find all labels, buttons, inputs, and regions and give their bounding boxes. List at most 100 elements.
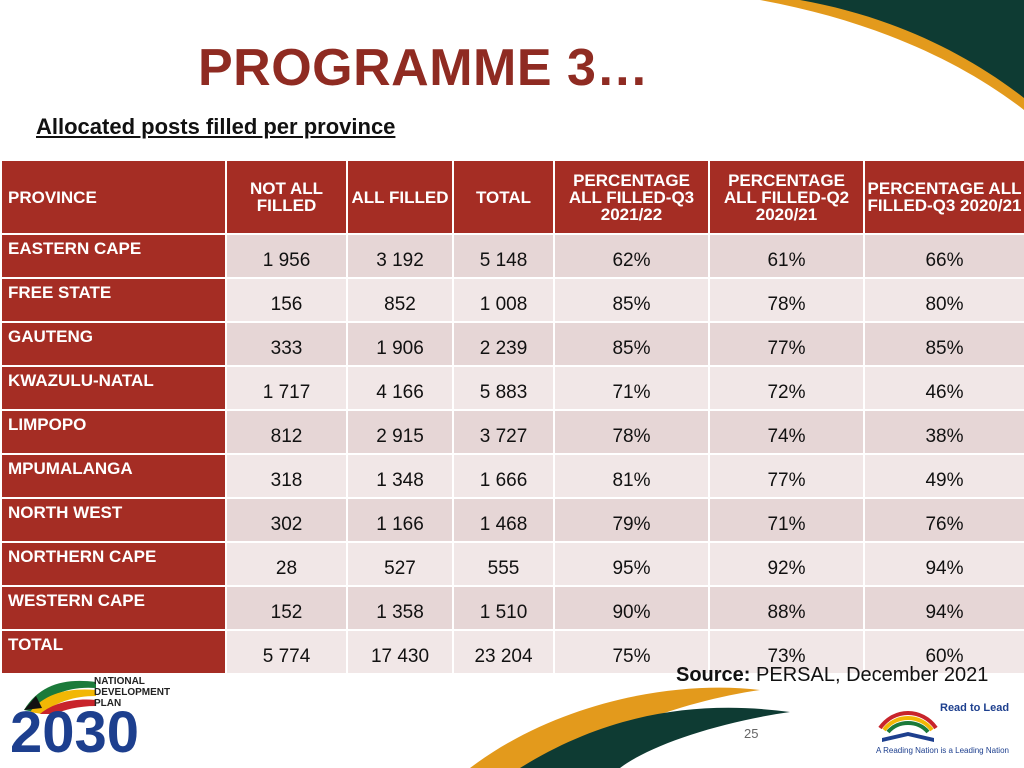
all-filled-cell: 1 166 (346, 497, 454, 543)
province-cell: EASTERN CAPE (0, 233, 227, 279)
not-all-filled-cell: 1 717 (225, 365, 348, 411)
all-filled-cell: 1 358 (346, 585, 454, 631)
total-cell: 23 204 (452, 629, 555, 675)
pct-q3-2021-22-cell: 90% (553, 585, 710, 631)
pct-q2-2020-21-cell: 78% (708, 277, 865, 323)
pct-q2-2020-21-cell: 73% (708, 629, 865, 675)
pct-q3-2020-21-cell: 49% (863, 453, 1024, 499)
pct-q3-2020-21-cell: 94% (863, 541, 1024, 587)
province-cell: FREE STATE (0, 277, 227, 323)
all-filled-cell: 3 192 (346, 233, 454, 279)
source-note: Source: PERSAL, December 2021 (676, 664, 988, 687)
pct-q2-2020-21-cell: 77% (708, 321, 865, 367)
pct-q3-2020-21-cell: 94% (863, 585, 1024, 631)
all-filled-cell: 1 906 (346, 321, 454, 367)
total-cell: 5 148 (452, 233, 555, 279)
pct-q3-2021-22-cell: 81% (553, 453, 710, 499)
pct-q3-2020-21-cell: 80% (863, 277, 1024, 323)
total-cell: 1 510 (452, 585, 555, 631)
pct-q3-2020-21-cell: 60% (863, 629, 1024, 675)
pct-q3-2020-21-cell: 46% (863, 365, 1024, 411)
total-cell: 5 883 (452, 365, 555, 411)
pct-q3-2021-22-cell: 85% (553, 277, 710, 323)
pct-q3-2020-21-cell: 38% (863, 409, 1024, 455)
province-cell: LIMPOPO (0, 409, 227, 455)
flag-swoosh-icon (24, 680, 96, 714)
slide-subtitle: Allocated posts filled per province (36, 114, 396, 139)
province-cell: TOTAL (0, 629, 227, 675)
province-cell: GAUTENG (0, 321, 227, 367)
header-pct-q3-2020-21: PERCENTAGE ALL FILLED-Q3 2020/21 (863, 159, 1024, 235)
pct-q3-2021-22-cell: 75% (553, 629, 710, 675)
all-filled-cell: 2 915 (346, 409, 454, 455)
header-province: PROVINCE (0, 159, 227, 235)
table-header-row: PROVINCE NOT ALL FILLED ALL FILLED TOTAL… (0, 159, 1024, 235)
pct-q2-2020-21-cell: 72% (708, 365, 865, 411)
not-all-filled-cell: 318 (225, 453, 348, 499)
header-pct-q3-2021-22: PERCENTAGE ALL FILLED-Q3 2021/22 (553, 159, 710, 235)
read-to-lead-logo: Read to Lead A Reading Nation is a Leadi… (874, 696, 1014, 760)
not-all-filled-cell: 152 (225, 585, 348, 631)
pct-q3-2020-21-cell: 66% (863, 233, 1024, 279)
not-all-filled-cell: 333 (225, 321, 348, 367)
not-all-filled-cell: 156 (225, 277, 348, 323)
pct-q3-2021-22-cell: 78% (553, 409, 710, 455)
header-pct-q2-2020-21: PERCENTAGE ALL FILLED-Q2 2020/21 (708, 159, 865, 235)
pct-q3-2021-22-cell: 85% (553, 321, 710, 367)
table-total-row: TOTAL 5 774 17 430 23 204 75% 73% 60% (0, 629, 1024, 675)
total-cell: 2 239 (452, 321, 555, 367)
table-row: GAUTENG 333 1 906 2 239 85% 77% 85% (0, 321, 1024, 367)
province-cell: NORTH WEST (0, 497, 227, 543)
pct-q2-2020-21-cell: 77% (708, 453, 865, 499)
page-number: 25 (744, 726, 759, 741)
total-cell: 555 (452, 541, 555, 587)
table-row: NORTHERN CAPE 28 527 555 95% 92% 94% (0, 541, 1024, 587)
total-cell: 3 727 (452, 409, 555, 455)
pct-q2-2020-21-cell: 61% (708, 233, 865, 279)
ndp-logo-year: 2030 (10, 700, 140, 765)
province-cell: WESTERN CAPE (0, 585, 227, 631)
read-to-lead-tagline: A Reading Nation is a Leading Nation (876, 746, 1009, 755)
not-all-filled-cell: 812 (225, 409, 348, 455)
province-cell: NORTHERN CAPE (0, 541, 227, 587)
ndp-logo-text: NATIONAL DEVELOPMENT PLAN (94, 676, 171, 709)
not-all-filled-cell: 5 774 (225, 629, 348, 675)
pct-q3-2021-22-cell: 62% (553, 233, 710, 279)
not-all-filled-cell: 28 (225, 541, 348, 587)
all-filled-cell: 1 348 (346, 453, 454, 499)
province-cell: MPUMALANGA (0, 453, 227, 499)
header-not-all-filled: NOT ALL FILLED (225, 159, 348, 235)
table-row: NORTH WEST 302 1 166 1 468 79% 71% 76% (0, 497, 1024, 543)
pct-q2-2020-21-cell: 92% (708, 541, 865, 587)
total-cell: 1 468 (452, 497, 555, 543)
posts-filled-table: PROVINCE NOT ALL FILLED ALL FILLED TOTAL… (0, 159, 1024, 675)
all-filled-cell: 527 (346, 541, 454, 587)
header-total: TOTAL (452, 159, 555, 235)
pct-q2-2020-21-cell: 71% (708, 497, 865, 543)
pct-q3-2021-22-cell: 95% (553, 541, 710, 587)
table-row: EASTERN CAPE 1 956 3 192 5 148 62% 61% 6… (0, 233, 1024, 279)
table-row: MPUMALANGA 318 1 348 1 666 81% 77% 49% (0, 453, 1024, 499)
source-text: PERSAL, December 2021 (756, 664, 989, 686)
pct-q2-2020-21-cell: 74% (708, 409, 865, 455)
table-row: LIMPOPO 812 2 915 3 727 78% 74% 38% (0, 409, 1024, 455)
pct-q3-2020-21-cell: 76% (863, 497, 1024, 543)
all-filled-cell: 852 (346, 277, 454, 323)
open-book-icon (878, 711, 938, 742)
table-row: FREE STATE 156 852 1 008 85% 78% 80% (0, 277, 1024, 323)
header-all-filled: ALL FILLED (346, 159, 454, 235)
pct-q3-2020-21-cell: 85% (863, 321, 1024, 367)
ndp-2030-logo: NATIONAL DEVELOPMENT PLAN 2030 (10, 672, 190, 764)
pct-q3-2021-22-cell: 79% (553, 497, 710, 543)
read-to-lead-title: Read to Lead (940, 702, 1010, 714)
slide-title: PROGRAMME 3… (198, 39, 649, 97)
not-all-filled-cell: 302 (225, 497, 348, 543)
not-all-filled-cell: 1 956 (225, 233, 348, 279)
pct-q2-2020-21-cell: 88% (708, 585, 865, 631)
total-cell: 1 666 (452, 453, 555, 499)
table-row: KWAZULU-NATAL 1 717 4 166 5 883 71% 72% … (0, 365, 1024, 411)
total-cell: 1 008 (452, 277, 555, 323)
source-label: Source: (676, 664, 751, 686)
province-cell: KWAZULU-NATAL (0, 365, 227, 411)
